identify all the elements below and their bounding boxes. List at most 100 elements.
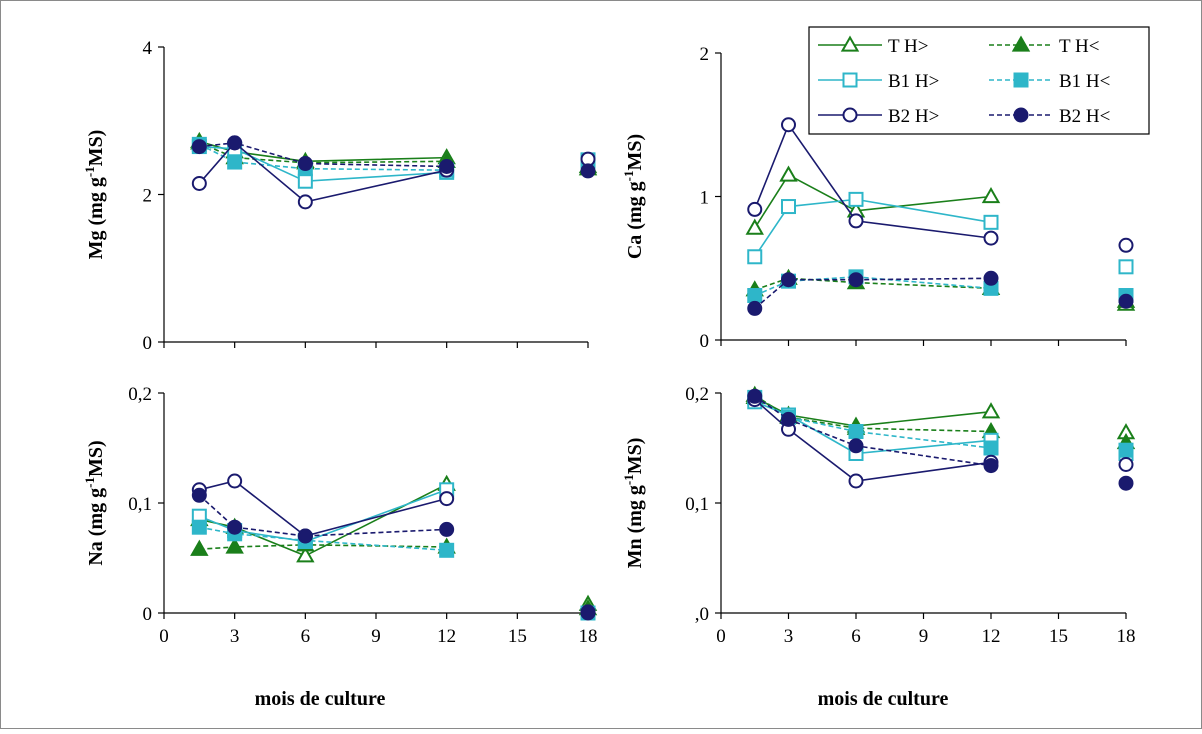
data-point	[297, 173, 313, 189]
data-point-month-18	[1118, 259, 1134, 275]
y-axis-title-end: MS)	[624, 134, 646, 171]
legend-item: B1 H>	[818, 71, 939, 92]
legend-label: B1 H<	[1059, 71, 1110, 92]
y-tick-label: 0,1	[128, 494, 152, 515]
y-tick-label: 0,2	[685, 384, 709, 405]
data-point	[190, 539, 209, 556]
series-line	[199, 526, 447, 552]
series-line	[199, 142, 447, 164]
data-point	[297, 194, 313, 210]
data-point-month-18	[1118, 475, 1134, 491]
legend-marker	[1011, 35, 1031, 52]
y-axis-title: Ca (mg g-1MS)	[621, 134, 646, 259]
x-tick-label: 18	[579, 626, 598, 647]
data-point	[747, 388, 763, 404]
series-line	[199, 142, 447, 168]
y-axis-title-sup: -1	[82, 166, 97, 177]
data-point-month-18	[1118, 293, 1134, 309]
legend-marker	[842, 72, 858, 88]
data-point	[747, 288, 763, 304]
data-point	[227, 519, 243, 535]
legend-item: T H>	[818, 35, 928, 57]
y-axis-title: Mg (mg g-1MS)	[82, 130, 107, 260]
x-axis-title-right: mois de culture	[818, 688, 949, 710]
series-line	[199, 480, 447, 537]
series-line	[199, 140, 447, 163]
data-point	[225, 537, 244, 554]
data-point	[781, 117, 796, 133]
series-line	[754, 277, 992, 310]
series-line	[198, 494, 447, 537]
data-point	[981, 402, 1001, 419]
x-tick-label: 6	[851, 626, 861, 647]
data-point	[781, 411, 796, 427]
y-axis-title-sup: -1	[621, 171, 636, 182]
y-axis-title-main: Mn (mg g	[624, 485, 646, 568]
x-tick-label: 3	[784, 626, 794, 647]
y-axis-title-sup: -1	[82, 477, 97, 488]
legend: T H> T H< B1 H> B1 H< B2 H> B2 H<	[808, 26, 1150, 135]
data-point	[191, 175, 207, 191]
panel-2: 0 0,1 0,2 0 3 6 9 12 15 18 Na (mg g-1MS)	[82, 384, 598, 647]
data-point	[191, 519, 207, 535]
series-b2-h-	[191, 135, 596, 179]
data-point	[981, 186, 1001, 204]
panel-0: 0 2 4 Mg (mg g-1MS)	[82, 38, 598, 354]
series-b2-h-	[747, 388, 1134, 491]
data-point	[297, 528, 313, 544]
x-tick-label: 12	[437, 626, 456, 647]
y-axis-title-main: Mg (mg g	[85, 177, 107, 259]
data-point	[227, 154, 243, 170]
legend-marker	[1013, 72, 1029, 88]
x-tick-label: 0	[716, 626, 726, 647]
x-tick-label: 18	[1117, 626, 1136, 647]
x-tick-label: 15	[508, 626, 527, 647]
x-tick-label: 0	[159, 626, 169, 647]
data-point	[781, 272, 796, 288]
data-point	[747, 249, 763, 265]
data-point	[439, 542, 455, 558]
series-line	[754, 277, 992, 291]
y-axis-title-main: Na (mg g	[85, 488, 107, 566]
y-tick-label: 0,2	[128, 384, 152, 405]
y-tick-label: 0	[143, 604, 153, 625]
data-point	[747, 300, 763, 316]
series-line	[198, 141, 447, 203]
legend-marker	[1013, 107, 1029, 123]
series-b2-h-	[747, 270, 1134, 316]
legend-label: B1 H>	[888, 71, 939, 92]
legend-marker	[840, 35, 860, 52]
data-point	[983, 230, 999, 246]
data-point	[983, 214, 999, 230]
data-point	[848, 191, 864, 207]
y-axis-title-end: MS)	[624, 438, 646, 475]
legend-marker	[842, 107, 858, 123]
data-point	[191, 139, 207, 155]
y-axis-title-end: MS)	[85, 130, 107, 167]
data-point	[848, 213, 864, 229]
y-tick-label: 2	[700, 44, 710, 65]
series-line	[754, 198, 992, 258]
series-line	[754, 123, 992, 239]
data-point	[439, 521, 455, 537]
y-tick-label: 1	[700, 188, 710, 209]
data-point	[297, 156, 313, 172]
y-tick-label: ,0	[695, 604, 709, 625]
data-point	[848, 272, 864, 288]
data-point-month-18	[580, 163, 596, 179]
data-point	[296, 546, 315, 563]
data-point	[439, 158, 455, 174]
data-point	[781, 199, 796, 215]
data-point-month-18	[1118, 442, 1134, 458]
x-axis-title-left: mois de culture	[255, 688, 386, 710]
data-point	[439, 491, 455, 507]
data-point	[745, 218, 764, 235]
legend-item: B1 H<	[989, 71, 1110, 92]
panel-3: ,0 0,1 0,2 0 3 6 9 12 15 18 Mn (mg g-1MS)	[621, 384, 1136, 647]
data-point	[779, 165, 798, 182]
series-line	[754, 398, 992, 482]
series-b1-h-	[747, 191, 1134, 275]
series-line	[754, 394, 992, 433]
